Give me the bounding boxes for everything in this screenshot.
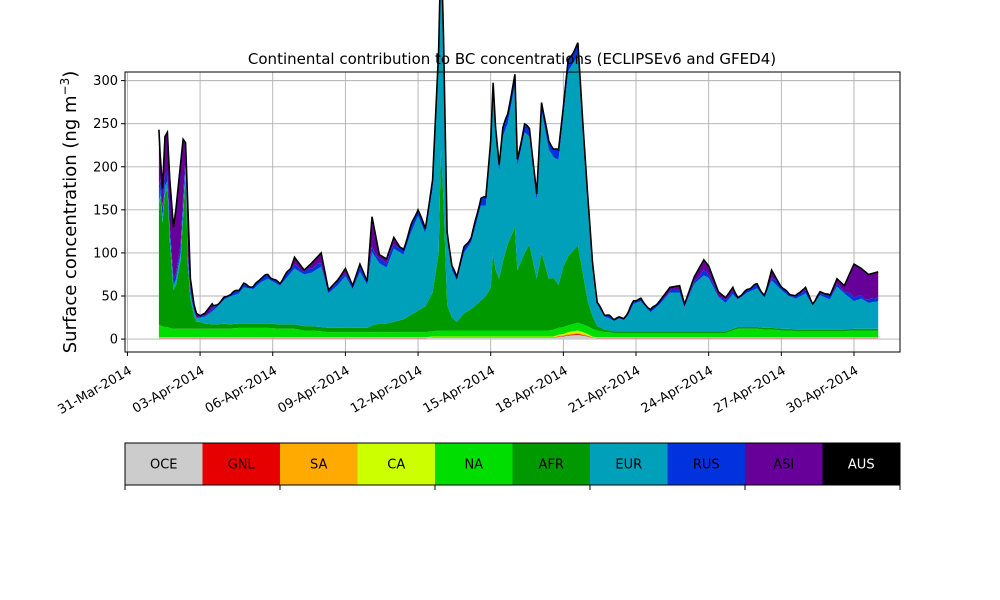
colorbar-label: GNL — [228, 458, 256, 473]
colorbar-cells: OCE GNL SA CA NA AFR EUR RUS ASI AUS — [125, 443, 900, 485]
y-tick-label: 50 — [101, 290, 118, 305]
colorbar-label: AFR — [539, 458, 564, 473]
y-axis-label: Surface concentration (ng m−3) — [58, 71, 81, 354]
colorbar-cell-aus — [822, 443, 900, 485]
x-tick-label: 12-Apr-2014 — [348, 363, 425, 416]
colorbar-cell-na — [435, 443, 513, 485]
x-tick-label: 18-Apr-2014 — [493, 363, 570, 416]
colorbar-cell-sa — [280, 443, 358, 485]
colorbar-label: RUS — [693, 458, 720, 473]
colorbar-label: AUS — [848, 458, 875, 473]
y-tick-label: 200 — [93, 160, 118, 175]
chart: 0 50 100 150 200 250 300 31-Mar-201403-Apr-201… — [55, 0, 901, 418]
x-tick-label: 27-Apr-2014 — [711, 363, 788, 416]
colorbar-cell-rus — [667, 443, 745, 485]
colorbar-cell-gnl — [202, 443, 280, 485]
y-axis-label-main: Surface concentration (ng m — [60, 95, 81, 353]
chart-title: Continental contribution to BC concentra… — [248, 50, 776, 68]
total-line — [158, 0, 879, 321]
y-tick-label: 300 — [93, 74, 118, 89]
y-axis-label-exponent: −3 — [58, 78, 72, 96]
colorbar-label: ASI — [773, 458, 794, 473]
y-tick-label: 0 — [110, 333, 118, 348]
colorbar-ticks — [124, 485, 901, 490]
colorbar-outline — [124, 442, 901, 486]
y-tick-label: 150 — [93, 203, 118, 218]
y-tick-label: 100 — [93, 246, 118, 261]
area-na — [158, 322, 879, 338]
y-axis-label-close: ) — [60, 71, 81, 78]
x-tick-label: 21-Apr-2014 — [566, 363, 643, 416]
colorbar-label: SA — [310, 458, 327, 473]
colorbar-cell-oce — [125, 443, 203, 485]
axes — [124, 71, 901, 353]
x-tick-label: 06-Apr-2014 — [203, 363, 280, 416]
colorbar-label: OCE — [150, 458, 178, 473]
colorbar-label: EUR — [615, 458, 642, 473]
x-tick-label: 24-Apr-2014 — [639, 363, 716, 416]
y-ticks: 0 50 100 150 200 250 300 — [93, 74, 125, 348]
colorbar-label: NA — [464, 458, 483, 473]
plot-frame — [124, 71, 901, 353]
area-rus — [158, 0, 879, 321]
x-ticks: 31-Mar-201403-Apr-201406-Apr-201409-Apr-… — [55, 352, 861, 418]
colorbar-cell-afr — [512, 443, 590, 485]
x-tick-label: 15-Apr-2014 — [421, 363, 498, 416]
area-oce — [158, 334, 879, 340]
colorbar-cell-eur — [590, 443, 668, 485]
x-tick-label: 03-Apr-2014 — [130, 363, 207, 416]
x-tick-label: 31-Mar-2014 — [55, 363, 134, 417]
x-tick-label: 09-Apr-2014 — [275, 363, 352, 416]
stacked-areas — [158, 0, 879, 340]
colorbar-cell-ca — [357, 443, 435, 485]
y-tick-label: 250 — [93, 117, 118, 132]
colorbar-label: CA — [387, 458, 405, 473]
colorbar-cell-asi — [745, 443, 823, 485]
area-eur — [158, 0, 879, 332]
area-afr — [158, 149, 879, 334]
x-tick-label: 30-Apr-2014 — [784, 363, 861, 416]
